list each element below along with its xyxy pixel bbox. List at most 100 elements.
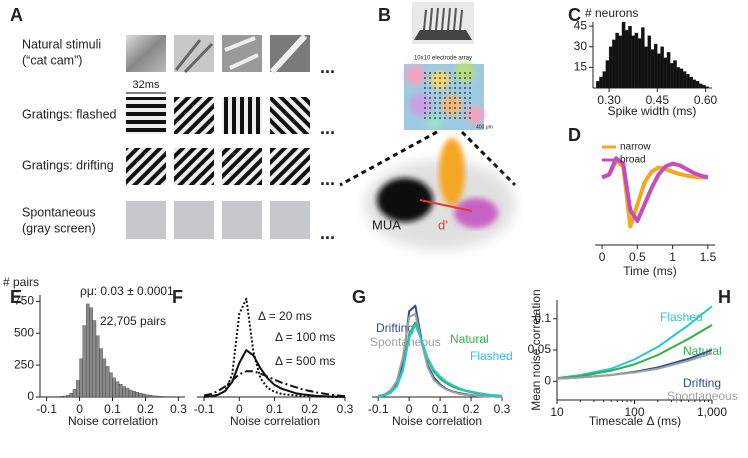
panel-label: H [718,287,731,307]
histogram-bar [631,35,635,89]
legend-label: narrow [620,142,651,153]
cluster [377,178,433,222]
x-tick-label: 0.1 [266,402,283,416]
row-label: (gray screen) [22,221,96,235]
histogram-bar [702,85,706,89]
electrode [424,77,426,79]
panel-label: C [568,5,581,25]
chart-panel: C # neurons Spike width (ms)0.30 0.45 0.60 15… [568,5,718,118]
grating [222,148,262,185]
y-tick-label: 0.05 [528,342,552,356]
electrode [444,77,446,79]
electrode [429,107,431,109]
array-shanks [423,7,463,31]
electrode [444,112,446,114]
panel-label: A [10,5,23,25]
histogram-bar [676,67,680,89]
legend-label: broad [620,155,646,166]
array-base [414,30,472,40]
x-tick-label: 0.3 [494,402,511,416]
electrode [464,112,466,114]
electrode [424,72,426,74]
electrode [464,87,466,89]
x-tick-label: 0.1 [104,402,121,416]
histogram-bar [670,63,674,89]
electrode [444,97,446,99]
electrode [464,77,466,79]
x-axis-label: Time (ms) [623,264,677,278]
series-label: Δ = 20 ms [258,309,312,323]
ellipsis: ... [320,169,335,189]
electrode [439,117,441,119]
electrode [444,107,446,109]
series-line [203,370,346,398]
electrode [444,92,446,94]
electrode [424,117,426,119]
histogram-bar [596,80,600,89]
series-label: Drifting [376,321,414,335]
natural-image-detail [174,39,214,74]
electrode [424,87,426,89]
histogram-bar [115,381,120,398]
x-axis-label: Noise correlation [68,414,158,428]
electrode [464,107,466,109]
x-tick-label: 10 [550,405,564,419]
x-tick-label: 0.2 [463,402,480,416]
histogram-bar [686,74,690,89]
electrode [464,72,466,74]
gray-screen [174,201,214,239]
electrode [439,72,441,74]
chart-panel: F Noise correlation -0.1 0 0.1 0.2 0.3 Δ = 20 m… [172,287,354,428]
y-tick-label: 30 [574,39,588,53]
series-label: Flashed [660,310,703,324]
histogram-bar [602,71,607,89]
series-line [556,305,713,380]
histogram-bar [618,35,623,89]
x-tick-label: 0.2 [301,402,318,416]
x-tick-label: 0.3 [337,402,354,416]
histogram-bar [641,27,645,89]
histogram-bar [647,35,652,89]
histogram-bar [99,348,103,398]
electrode [449,102,451,104]
histogram-bar [158,396,163,398]
row-label: Gratings: drifting [22,158,114,172]
y-tick-label: 0 [27,389,34,403]
electrode [459,112,461,114]
electrode [429,112,431,114]
series-line [556,324,713,380]
electrode [454,82,456,84]
series-label: Spontaneous [370,335,441,349]
electrode [429,77,431,79]
electrode [434,92,436,94]
scale-label: 32ms [133,79,160,91]
electrode [459,87,461,89]
histogram-bar [118,384,123,398]
electrode [464,97,466,99]
chart-panel: G Noise correlation-0.1 0 0.1 0.2 0.3 Drifting… [352,287,513,428]
electrode [424,92,426,94]
electrode [459,97,461,99]
y-tick-label: 500 [14,325,34,339]
electrode [449,72,451,74]
electrode [434,112,436,114]
y-tick-label: 750 [14,294,34,308]
electrode [459,77,461,79]
histogram-bar [698,83,703,89]
series-line [601,158,708,229]
x-tick-label: 0.2 [137,402,154,416]
y-tick-label: 250 [14,357,34,371]
gray-screen [270,201,310,239]
x-tick-label: 100 [624,405,644,419]
grating [222,97,262,134]
zoom-line [339,130,438,187]
electrode [434,102,436,104]
electrode [434,77,436,79]
histogram-bar [85,303,90,398]
histogram-bar [66,394,70,398]
electrode [464,117,466,119]
electrode [449,112,451,114]
grating [270,97,310,134]
electrode [459,82,461,84]
